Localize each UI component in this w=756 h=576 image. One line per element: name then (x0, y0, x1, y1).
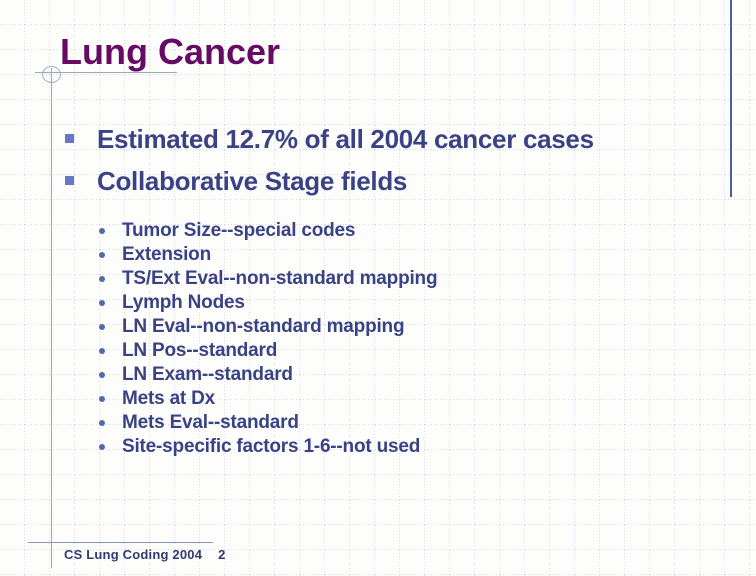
footer-label: CS Lung Coding 2004 (64, 547, 203, 562)
sub-bullet-text: Lymph Nodes (122, 292, 245, 313)
sub-bullet-item: LN Pos--standard (99, 339, 437, 363)
main-bullet-item: Collaborative Stage fields (65, 166, 594, 196)
left-vertical-rule (51, 68, 52, 568)
dot-bullet-icon (99, 228, 105, 234)
dot-bullet-icon (99, 252, 105, 258)
sub-bullet-text: Extension (122, 244, 211, 265)
main-bullet-text: Estimated 12.7% of all 2004 cancer cases (97, 124, 594, 154)
main-bullet-text: Collaborative Stage fields (97, 166, 408, 196)
page-number: 2 (218, 547, 226, 562)
sub-bullet-text: Site-specific factors 1-6--not used (122, 436, 421, 457)
sub-bullet-item: Extension (99, 243, 437, 267)
dot-bullet-icon (99, 348, 105, 354)
sub-bullet-item: Tumor Size--special codes (99, 219, 437, 243)
main-bullet-item: Estimated 12.7% of all 2004 cancer cases (65, 124, 594, 154)
sub-bullet-text: Tumor Size--special codes (122, 220, 356, 241)
sub-bullet-item: Lymph Nodes (99, 291, 437, 315)
sub-bullet-item: TS/Ext Eval--non-standard mapping (99, 267, 438, 291)
dot-bullet-icon (99, 372, 105, 378)
sub-bullet-list: Tumor Size--special codes Extension TS/E… (99, 219, 438, 459)
square-bullet-icon (65, 176, 74, 185)
slide-title: Lung Cancer (60, 31, 281, 72)
main-bullet-list: Estimated 12.7% of all 2004 cancer cases… (65, 124, 594, 208)
dot-bullet-icon (99, 396, 105, 402)
title-underline-rule (35, 72, 177, 73)
footer: CS Lung Coding 2004 2 (64, 547, 226, 562)
sub-bullet-item: Mets Eval--standard (99, 411, 437, 435)
sub-bullet-text: TS/Ext Eval--non-standard mapping (122, 268, 438, 289)
circle-ornament-icon (42, 66, 61, 83)
dot-bullet-icon (99, 276, 105, 282)
sub-bullet-text: LN Exam--standard (122, 364, 293, 385)
dot-bullet-icon (99, 300, 105, 306)
sub-bullet-item: LN Eval--non-standard mapping (99, 315, 437, 339)
sub-bullet-item: Site-specific factors 1-6--not used (99, 435, 437, 459)
sub-bullet-text: Mets at Dx (122, 388, 216, 409)
right-vertical-rule (730, 0, 732, 197)
footer-rule (28, 542, 213, 543)
sub-bullet-item: Mets at Dx (99, 387, 437, 411)
sub-bullet-item: LN Exam--standard (99, 363, 437, 387)
sub-bullet-text: LN Pos--standard (122, 340, 278, 361)
square-bullet-icon (65, 134, 74, 143)
dot-bullet-icon (99, 420, 105, 426)
dot-bullet-icon (99, 324, 105, 330)
dot-bullet-icon (99, 444, 105, 450)
sub-bullet-text: LN Eval--non-standard mapping (122, 316, 405, 337)
sub-bullet-text: Mets Eval--standard (122, 412, 299, 433)
